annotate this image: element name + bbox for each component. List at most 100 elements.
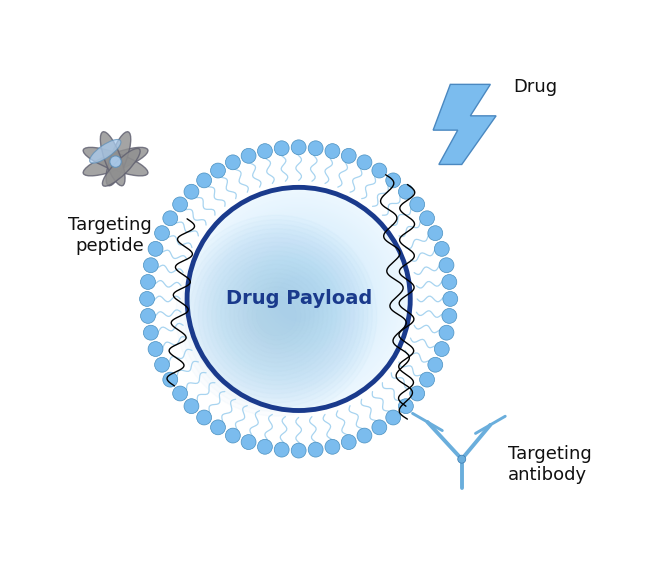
Circle shape	[163, 372, 178, 387]
Circle shape	[386, 173, 401, 188]
Circle shape	[163, 211, 178, 226]
Circle shape	[248, 249, 348, 349]
Ellipse shape	[106, 132, 131, 186]
Circle shape	[244, 244, 354, 354]
Circle shape	[268, 268, 330, 330]
Circle shape	[143, 325, 159, 340]
Circle shape	[211, 211, 386, 387]
Circle shape	[308, 442, 323, 457]
Circle shape	[140, 292, 155, 306]
Circle shape	[357, 155, 372, 170]
Circle shape	[226, 227, 371, 371]
Circle shape	[214, 214, 384, 384]
Circle shape	[195, 196, 402, 402]
Circle shape	[210, 420, 225, 435]
Circle shape	[271, 271, 326, 327]
Circle shape	[341, 148, 356, 163]
Circle shape	[187, 187, 410, 411]
Circle shape	[110, 156, 121, 167]
Circle shape	[155, 357, 169, 372]
Text: Drug Payload: Drug Payload	[226, 289, 372, 308]
Circle shape	[280, 281, 317, 317]
Circle shape	[141, 274, 155, 289]
Circle shape	[148, 242, 163, 256]
Circle shape	[241, 241, 356, 356]
Circle shape	[196, 197, 401, 401]
Circle shape	[238, 238, 360, 360]
Circle shape	[263, 263, 334, 335]
Ellipse shape	[90, 140, 121, 163]
Circle shape	[241, 435, 256, 450]
Ellipse shape	[83, 147, 148, 176]
Circle shape	[291, 140, 306, 155]
Circle shape	[184, 398, 199, 413]
Circle shape	[372, 420, 387, 435]
Circle shape	[155, 226, 169, 240]
Circle shape	[225, 225, 372, 373]
Circle shape	[228, 228, 369, 369]
Circle shape	[258, 439, 272, 454]
Circle shape	[247, 247, 350, 350]
Circle shape	[254, 254, 344, 344]
Circle shape	[196, 173, 212, 188]
Circle shape	[272, 273, 325, 325]
Circle shape	[269, 270, 328, 328]
Circle shape	[209, 209, 388, 388]
Circle shape	[208, 208, 390, 390]
Circle shape	[439, 325, 454, 340]
Circle shape	[242, 243, 355, 355]
Circle shape	[192, 192, 406, 406]
Circle shape	[206, 206, 392, 392]
Circle shape	[234, 235, 363, 363]
Circle shape	[428, 357, 443, 372]
Ellipse shape	[101, 132, 125, 186]
Circle shape	[203, 203, 394, 394]
Circle shape	[204, 205, 393, 393]
Ellipse shape	[83, 147, 148, 176]
Circle shape	[260, 260, 338, 338]
Circle shape	[428, 226, 443, 240]
Circle shape	[261, 262, 336, 336]
Circle shape	[291, 443, 306, 458]
Circle shape	[196, 410, 212, 425]
Circle shape	[233, 233, 364, 365]
Circle shape	[212, 213, 385, 385]
Circle shape	[201, 202, 396, 396]
Circle shape	[222, 222, 376, 375]
Circle shape	[241, 148, 256, 163]
Circle shape	[398, 184, 414, 199]
Circle shape	[236, 236, 361, 362]
Circle shape	[172, 386, 188, 401]
Circle shape	[276, 276, 322, 322]
Circle shape	[434, 342, 450, 356]
Circle shape	[216, 216, 382, 382]
Circle shape	[256, 257, 341, 341]
Circle shape	[325, 144, 340, 159]
Circle shape	[420, 211, 434, 226]
Text: Targeting
peptide: Targeting peptide	[68, 216, 152, 255]
Circle shape	[434, 242, 450, 256]
Circle shape	[143, 258, 159, 273]
Circle shape	[210, 163, 225, 178]
Circle shape	[410, 386, 425, 401]
Circle shape	[250, 251, 347, 347]
Text: Drug: Drug	[513, 78, 557, 96]
Circle shape	[264, 265, 333, 333]
Circle shape	[148, 342, 163, 356]
Circle shape	[141, 308, 155, 323]
Circle shape	[443, 292, 458, 306]
Circle shape	[225, 155, 240, 170]
Circle shape	[225, 428, 240, 443]
Circle shape	[442, 308, 457, 323]
Circle shape	[279, 279, 318, 319]
Circle shape	[172, 197, 188, 212]
Circle shape	[258, 144, 272, 159]
Circle shape	[274, 141, 289, 156]
Circle shape	[458, 455, 466, 463]
Circle shape	[277, 278, 320, 320]
Circle shape	[220, 221, 377, 377]
Circle shape	[239, 240, 358, 358]
Circle shape	[218, 219, 379, 379]
Circle shape	[372, 163, 387, 178]
Circle shape	[200, 200, 398, 398]
